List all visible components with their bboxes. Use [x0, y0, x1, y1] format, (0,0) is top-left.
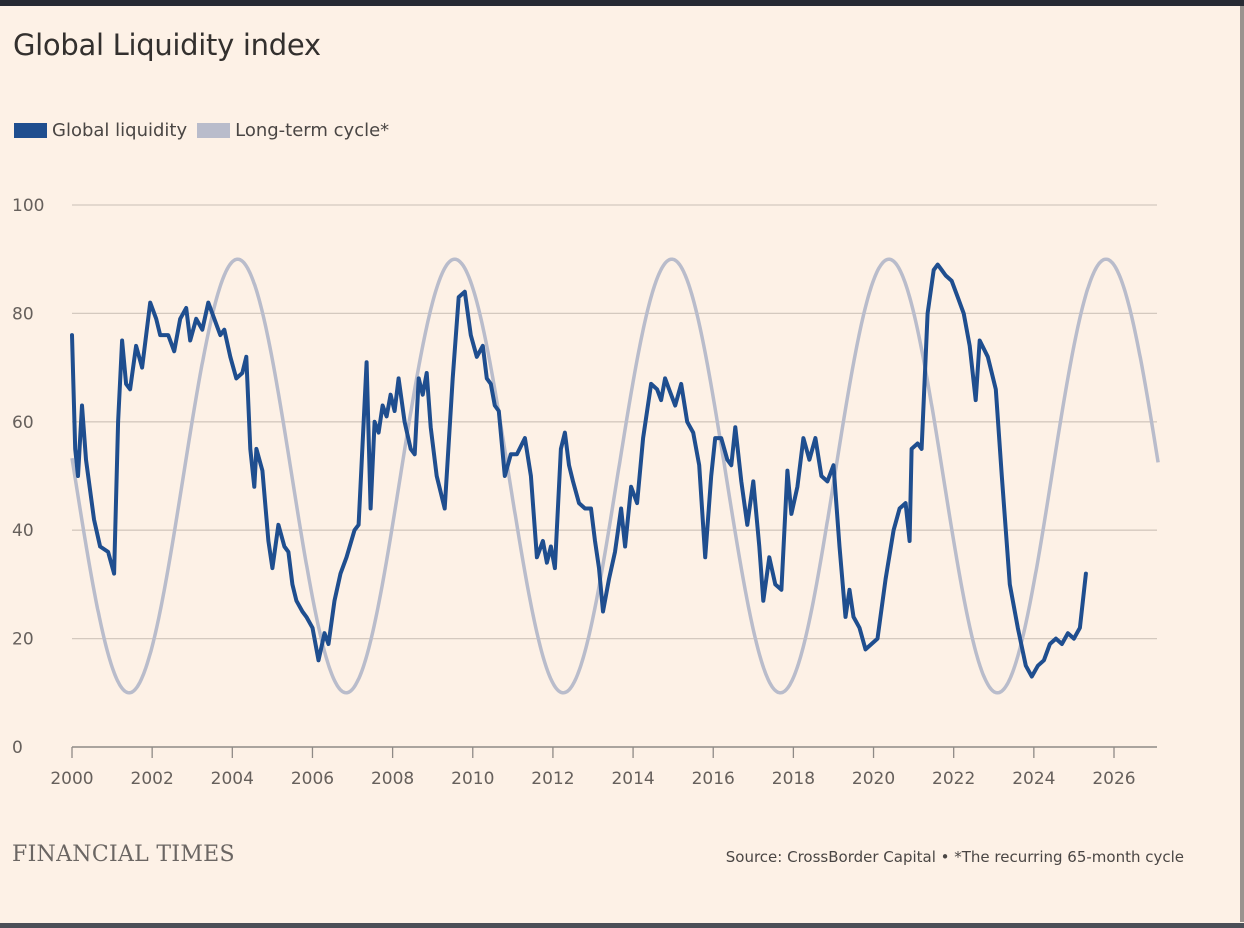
x-tick-label: 2012: [531, 769, 574, 789]
source-note: Source: CrossBorder Capital • *The recur…: [725, 848, 1184, 866]
x-tick-label: 2018: [772, 769, 815, 789]
x-tick-label: 2016: [692, 769, 735, 789]
right-border: [1240, 6, 1244, 922]
x-tick-label: 2008: [371, 769, 414, 789]
legend-label-long-term-cycle: Long-term cycle*: [235, 120, 390, 141]
y-axis-labels: 0 20 40 60 80 100: [12, 196, 44, 758]
x-tick-label: 2004: [211, 769, 254, 789]
x-tick-label: 2020: [852, 769, 895, 789]
chart-title: Global Liquidity index: [13, 28, 321, 62]
x-tick-label: 2010: [451, 769, 494, 789]
legend-item-long-term-cycle: Long-term cycle*: [197, 120, 389, 141]
x-tick-label: 2024: [1012, 769, 1055, 789]
gridlines: [72, 204, 1157, 640]
x-axis: 2000 2002 2004 2006 2008 2010 2012 2014 2016 2018…: [50, 746, 1157, 789]
y-tick-label: 100: [12, 196, 44, 216]
y-tick-label: 40: [12, 521, 34, 541]
x-tick-label: 2006: [291, 769, 334, 789]
financial-times-logo: FINANCIAL TIMES: [12, 842, 235, 867]
x-tick-label: 2026: [1092, 769, 1135, 789]
y-tick-label: 20: [12, 630, 34, 650]
x-tick-label: 2000: [50, 769, 93, 789]
y-tick-label: 60: [12, 413, 34, 433]
y-tick-label: 0: [12, 738, 23, 758]
legend: Global liquidity Long-term cycle*: [14, 120, 399, 141]
legend-label-global-liquidity: Global liquidity: [52, 120, 188, 141]
bottom-border: [0, 923, 1244, 928]
x-tick-label: 2014: [611, 769, 654, 789]
x-tick-label: 2022: [932, 769, 975, 789]
top-border: [0, 0, 1244, 6]
x-tick-label: 2002: [131, 769, 174, 789]
series-line-global-liquidity: [70, 262, 1088, 679]
legend-swatch-global-liquidity: [14, 123, 47, 138]
legend-item-global-liquidity: Global liquidity: [14, 120, 187, 141]
y-tick-label: 80: [12, 304, 34, 324]
series-line-long-term-cycle: [70, 257, 1160, 695]
legend-swatch-long-term-cycle: [197, 123, 231, 138]
